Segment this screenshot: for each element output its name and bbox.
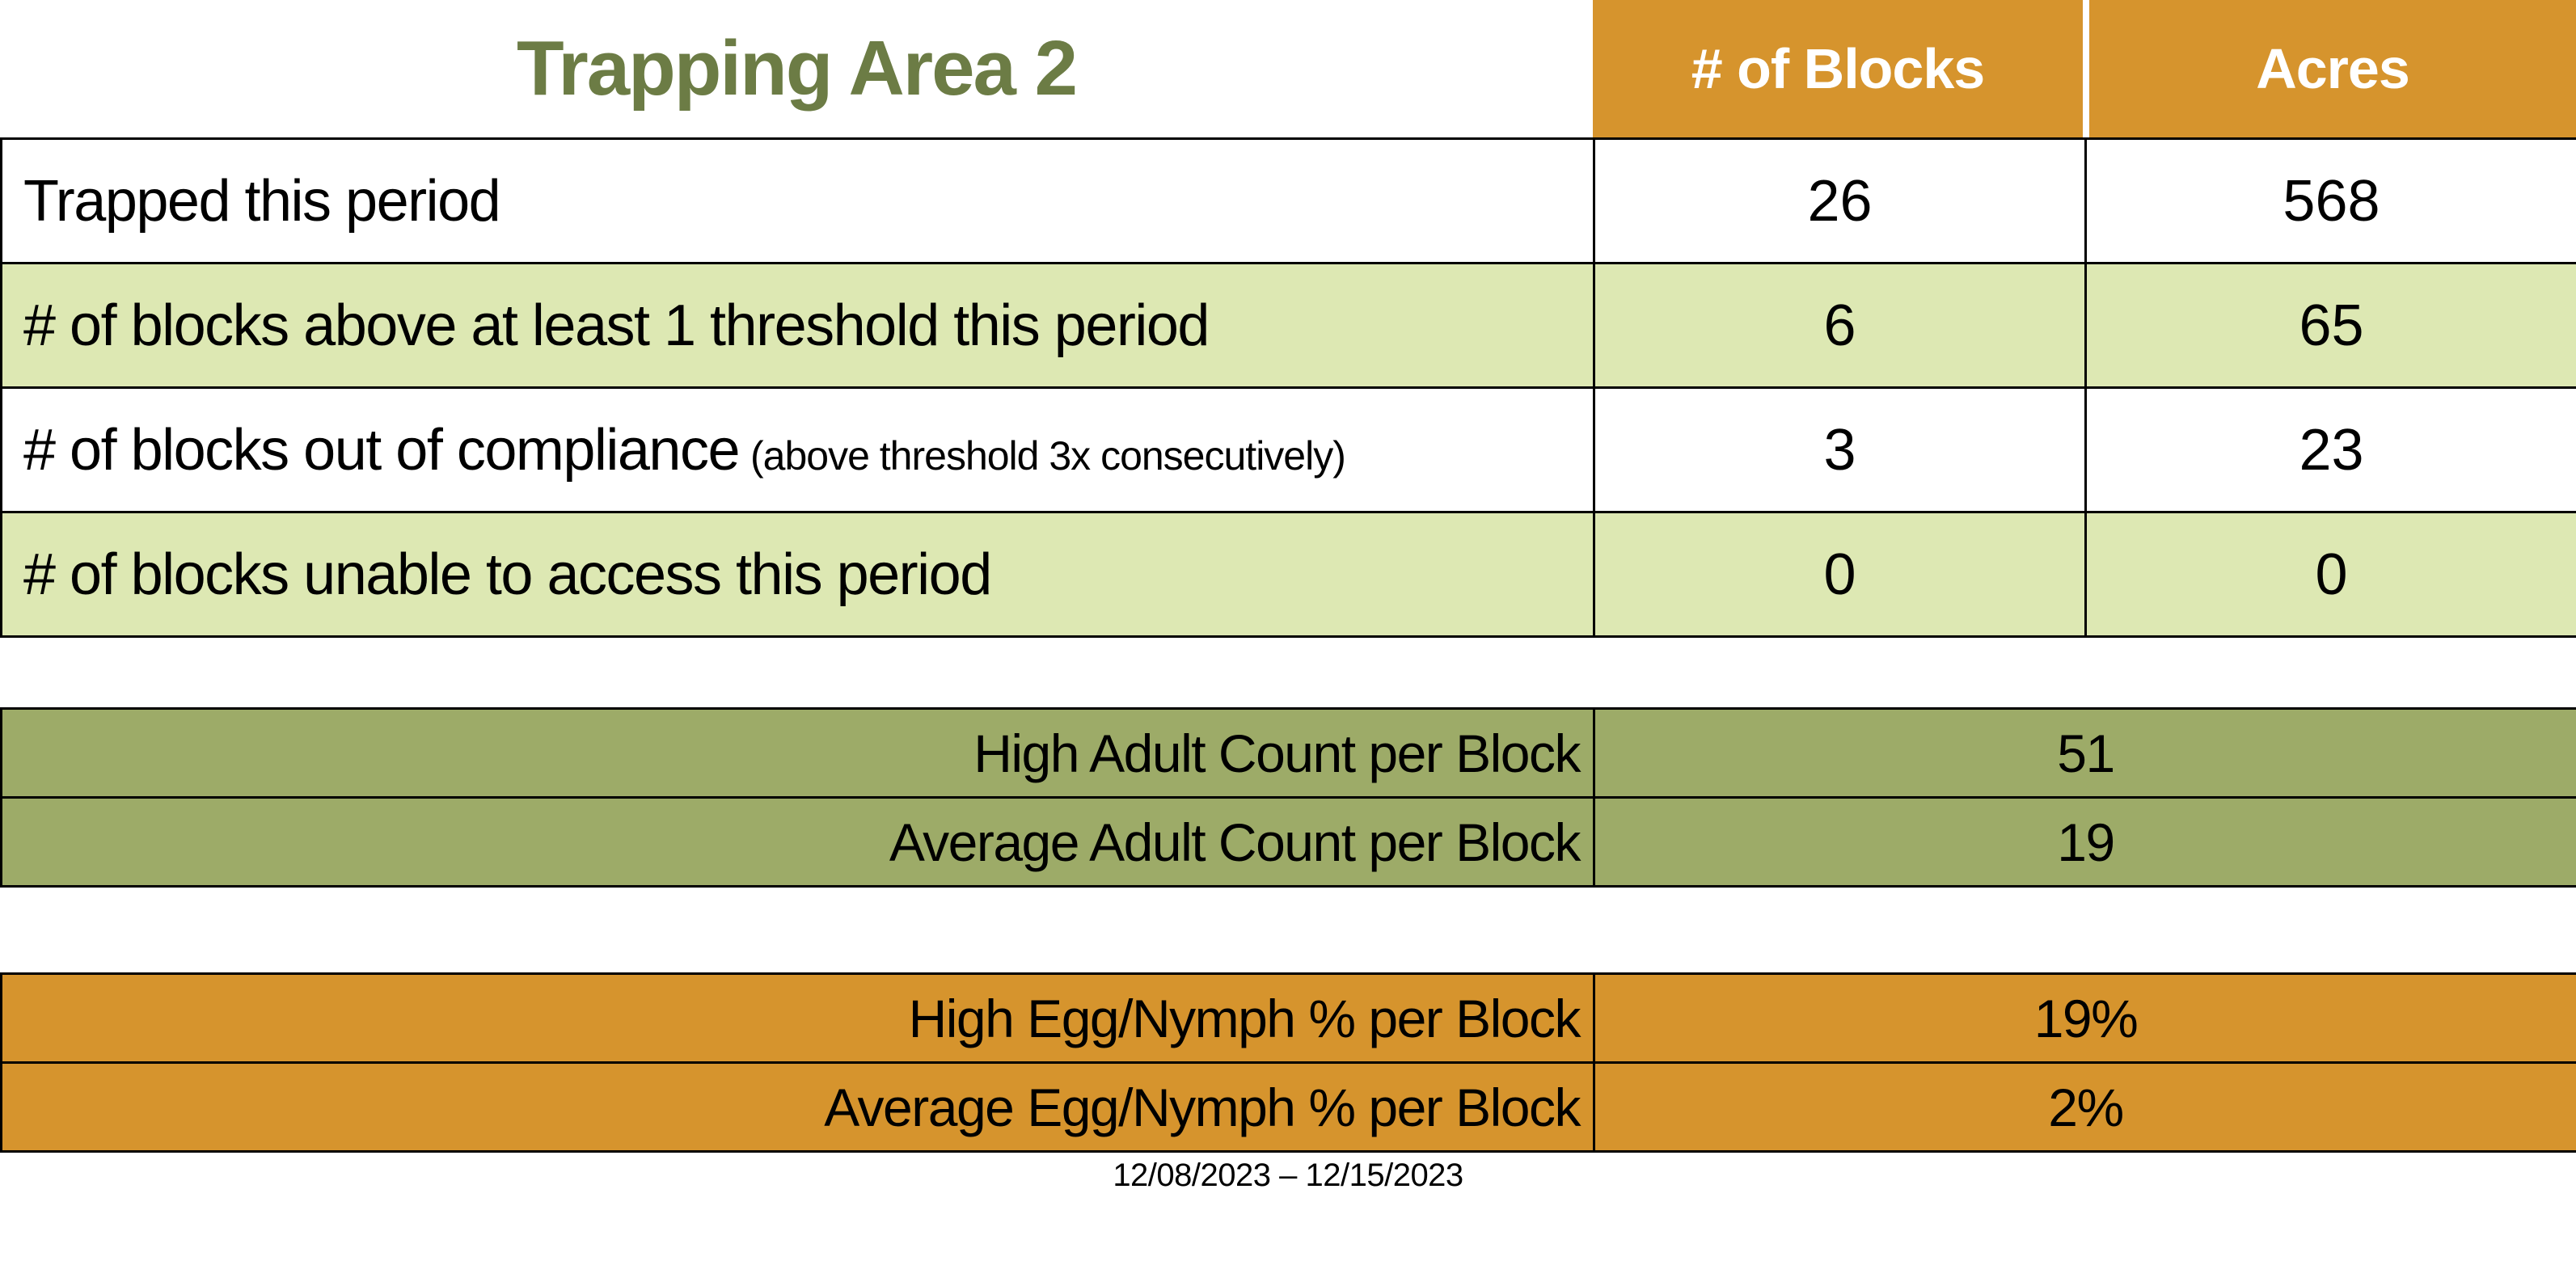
row-label-note: (above threshold 3x consecutively) — [750, 432, 1346, 479]
row-label-text: # of blocks out of compliance — [23, 417, 741, 483]
page-title: Trapping Area 2 — [517, 25, 1078, 112]
table-row: Average Adult Count per Block 19 — [0, 796, 2576, 888]
table-row: # of blocks out of compliance (above thre… — [0, 386, 2576, 513]
blocks-value: 6 — [1593, 262, 2087, 389]
row-label-text: # of blocks above at least 1 threshold t… — [23, 293, 1210, 358]
row-value: 2% — [1593, 1061, 2576, 1153]
acres-value: 65 — [2084, 262, 2576, 389]
row-label: # of blocks out of compliance (above thre… — [0, 386, 1595, 513]
main-table: Trapped this period 26 568 # of blocks a… — [0, 137, 2576, 638]
table-row: Trapped this period 26 568 — [0, 137, 2576, 264]
column-header-acres: Acres — [2089, 0, 2576, 137]
blocks-value: 26 — [1593, 137, 2087, 264]
table-row: # of blocks unable to access this period… — [0, 511, 2576, 638]
acres-value: 568 — [2084, 137, 2576, 264]
row-label: High Adult Count per Block — [0, 707, 1595, 799]
adult-count-table: High Adult Count per Block 51 Average Ad… — [0, 707, 2576, 888]
table-row: High Adult Count per Block 51 — [0, 707, 2576, 799]
row-label: # of blocks above at least 1 threshold t… — [0, 262, 1595, 389]
row-value: 19% — [1593, 972, 2576, 1064]
row-label: # of blocks unable to access this period — [0, 511, 1595, 638]
row-label-text: # of blocks unable to access this period — [23, 542, 992, 607]
row-label: Average Adult Count per Block — [0, 796, 1595, 888]
blocks-value: 3 — [1593, 386, 2087, 513]
acres-value: 0 — [2084, 511, 2576, 638]
blocks-value: 0 — [1593, 511, 2087, 638]
egg-nymph-table: High Egg/Nymph % per Block 19% Average E… — [0, 972, 2576, 1153]
row-value: 51 — [1593, 707, 2576, 799]
row-label-text: Trapped this period — [23, 168, 501, 234]
row-value: 19 — [1593, 796, 2576, 888]
date-range: 12/08/2023 – 12/15/2023 — [1113, 1158, 1463, 1193]
row-label: Trapped this period — [0, 137, 1595, 264]
table-row: Average Egg/Nymph % per Block 2% — [0, 1061, 2576, 1153]
column-header-blocks: # of Blocks — [1593, 0, 2083, 137]
row-label: Average Egg/Nymph % per Block — [0, 1061, 1595, 1153]
row-label: High Egg/Nymph % per Block — [0, 972, 1595, 1064]
acres-value: 23 — [2084, 386, 2576, 513]
table-row: # of blocks above at least 1 threshold t… — [0, 262, 2576, 389]
table-row: High Egg/Nymph % per Block 19% — [0, 972, 2576, 1064]
